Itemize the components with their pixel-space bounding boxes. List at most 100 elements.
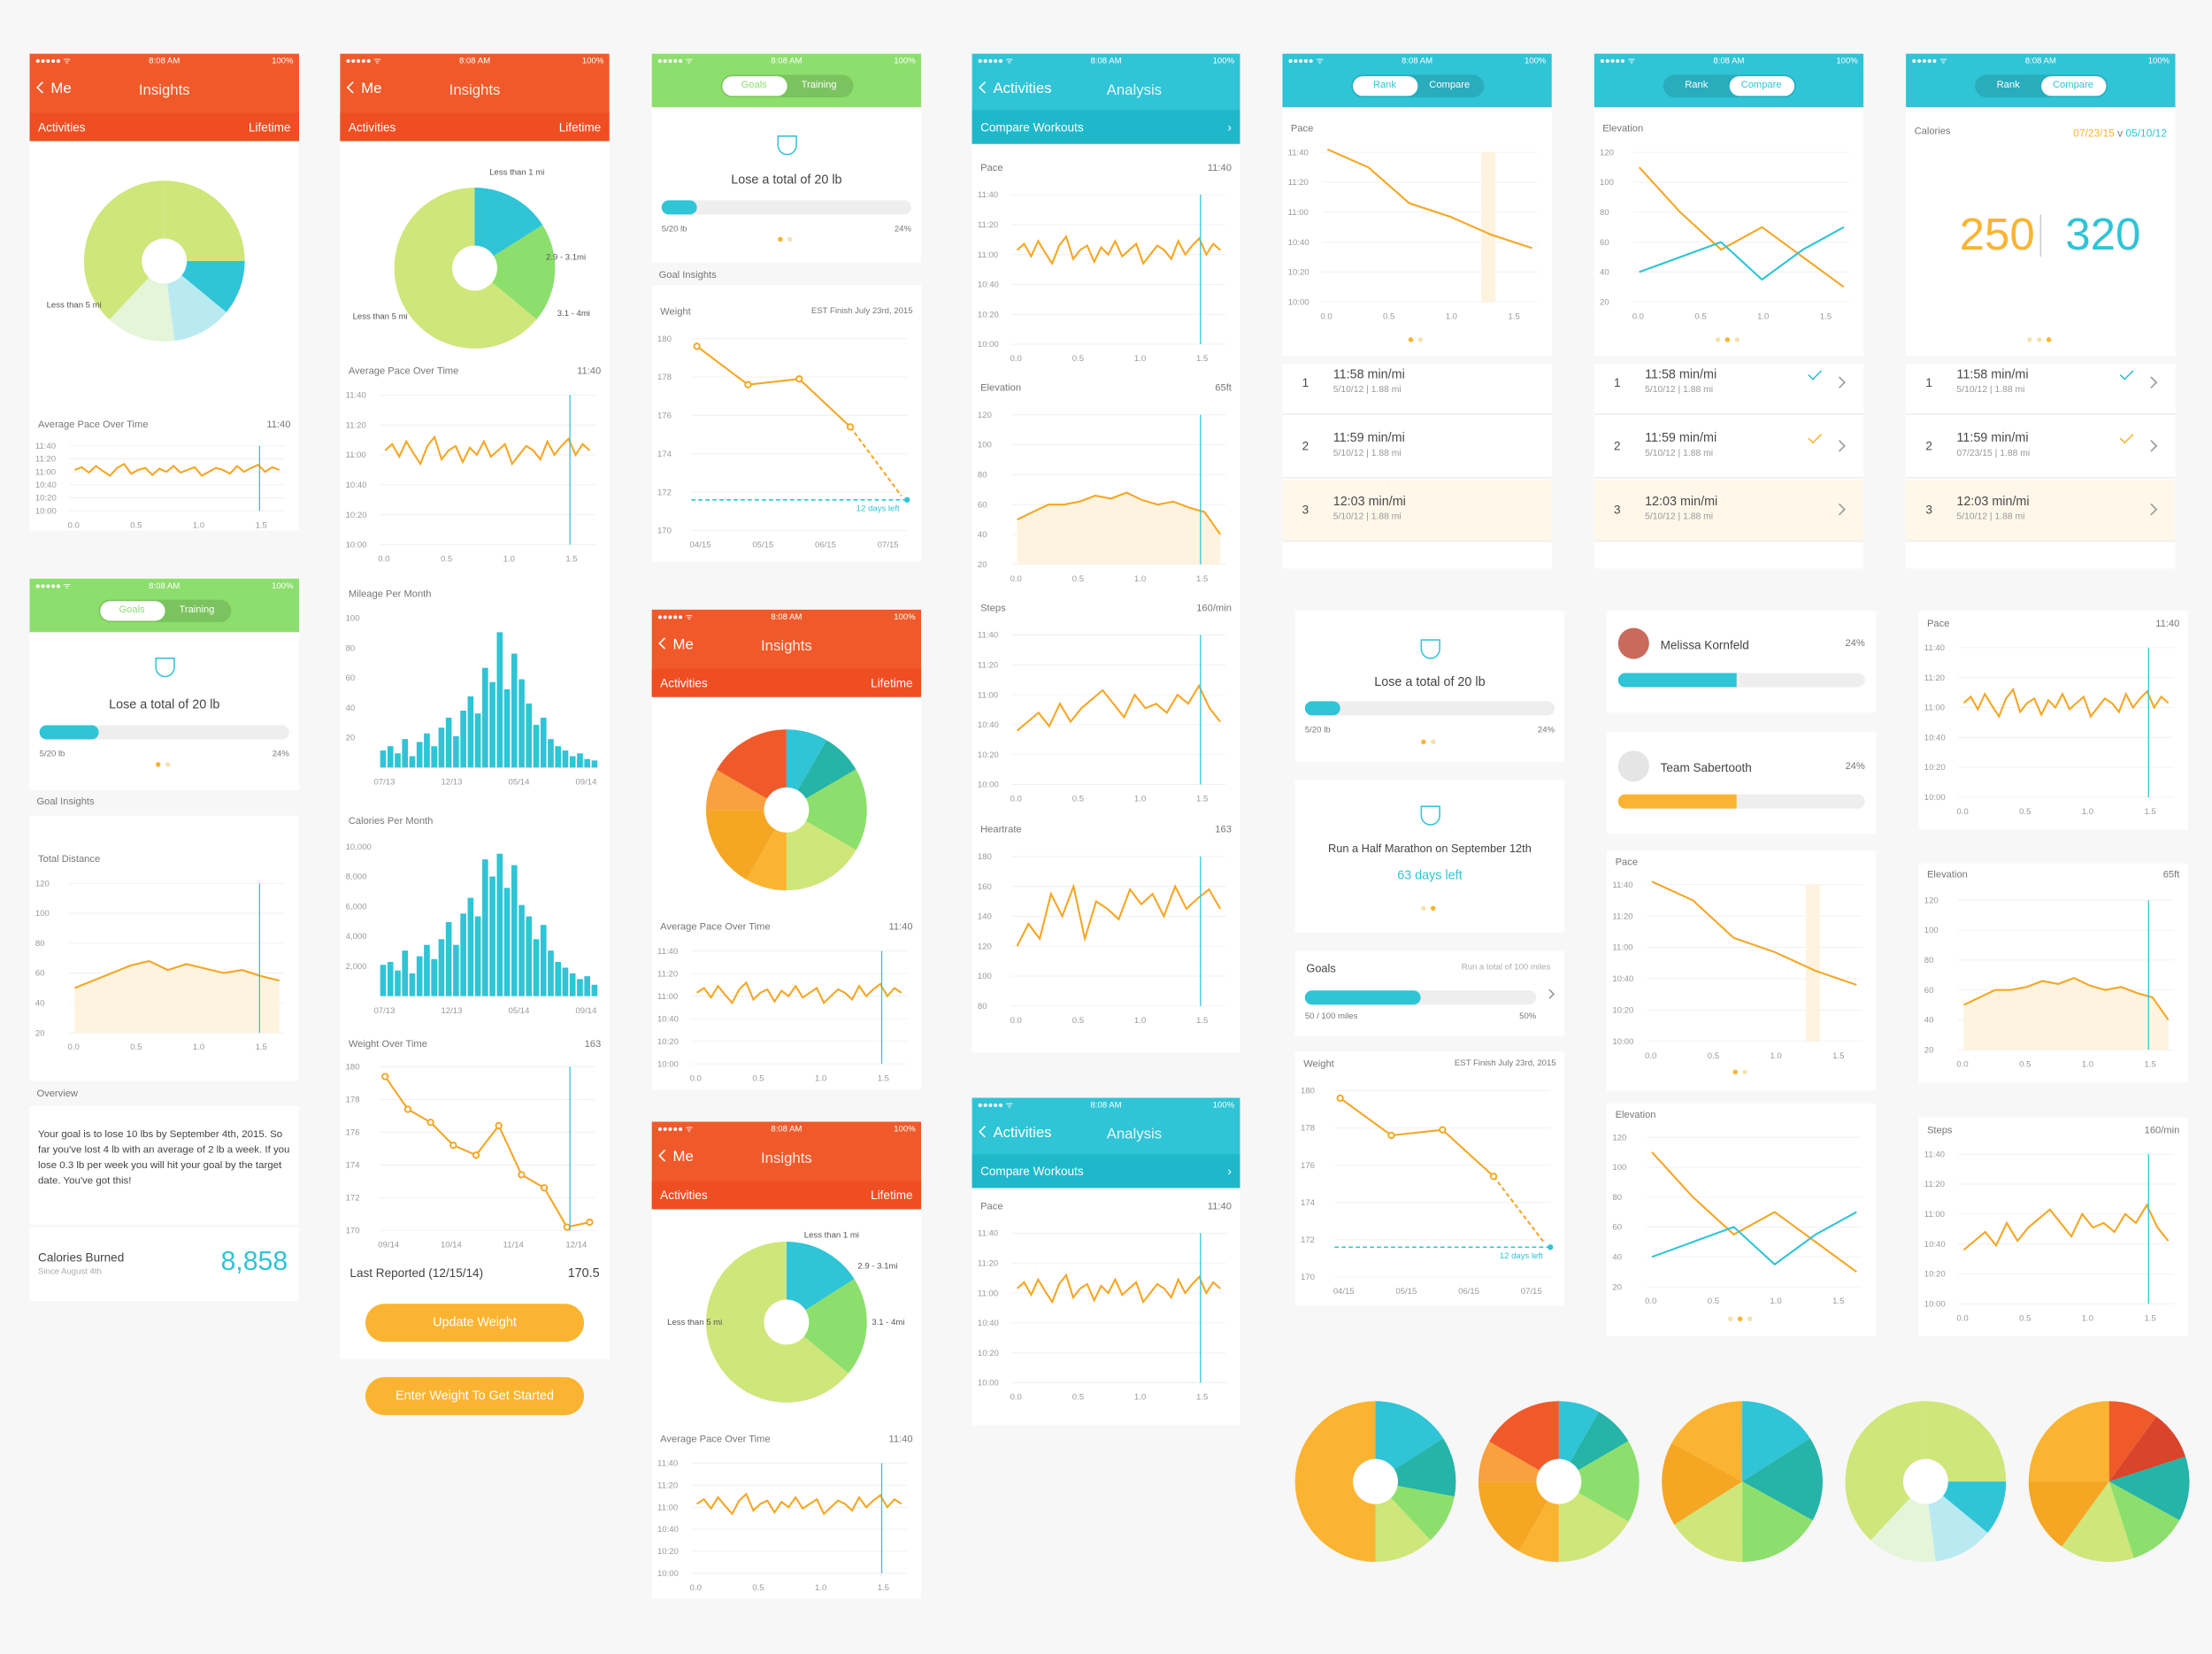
goals-screen-1: ●●●●● ᯤ 8:08 AM 100% Goals Training Lose a … — [29, 578, 300, 1302]
list-item[interactable]: 3 12:03 min/mi 5/10/12 | 1.88 mi — [1594, 480, 1864, 542]
pace-line-chart: 11:40 11:20 11:00 10:40 10:20 10:00 0.0 0.5 1.0 1… — [1924, 643, 2174, 817]
y-tick-label: 11:20 — [1924, 1180, 1945, 1189]
rank-compare-toggle[interactable]: Rank Compare — [1974, 74, 2108, 98]
tab-goals[interactable]: Goals — [721, 76, 787, 96]
x-tick-label: 1.0 — [815, 1073, 826, 1083]
area-fill — [1963, 978, 2169, 1050]
tab-training[interactable]: Training — [179, 604, 215, 616]
workout-meta: 5/10/12 | 1.88 mi — [1645, 449, 1714, 459]
activities-bar[interactable]: Activities Lifetime — [651, 1181, 922, 1210]
y-tick-label: 20 — [35, 1028, 45, 1038]
series-line — [1639, 226, 1845, 281]
x-tick-label: 1.5 — [256, 1042, 267, 1052]
section-title: Goal Insights — [36, 796, 95, 807]
back-button[interactable]: Me — [658, 636, 694, 653]
y-tick-label: 172 — [1301, 1235, 1315, 1245]
status-bar: ●●●●● ᯤ 8:08 AM 100% — [977, 58, 1235, 66]
activities-bar[interactable]: Activities Lifetime — [29, 112, 300, 142]
tab-goals[interactable]: Goals — [99, 601, 165, 621]
navbar: ●●●●● ᯤ 8:08 AM 100% Me Insights Activitie… — [29, 53, 300, 142]
update-weight-button[interactable]: Update Weight — [365, 1304, 585, 1342]
activities-bar[interactable]: Activities Lifetime — [651, 668, 922, 697]
x-tick-label: 0.0 — [68, 520, 80, 530]
bar — [424, 944, 430, 996]
x-tick-label: 07/15 — [1521, 1287, 1542, 1296]
elevation-compare-chart: 120 100 80 60 40 20 0.0 0.5 1.0 1.5 — [1612, 1133, 1863, 1306]
compare-screen: ●●●●● ᯤ 8:08 AM 100% Rank Compare Elevation… — [1594, 53, 1864, 569]
y-tick-label: 20 — [1924, 1045, 1934, 1055]
bar — [591, 984, 598, 996]
enter-weight-button[interactable]: Enter Weight To Get Started — [365, 1377, 585, 1416]
pie-slice — [1558, 1481, 1629, 1563]
goals-training-toggle[interactable]: Goals Training — [97, 599, 231, 623]
goals-widget[interactable]: Goals Run a total of 100 miles 50 / 100 … — [1294, 950, 1565, 1036]
x-tick-label: 1.0 — [1446, 312, 1457, 321]
list-item[interactable]: 2 11:59 min/mi 5/10/12 | 1.88 mi — [1282, 416, 1552, 479]
back-button[interactable]: Activities — [979, 1125, 1052, 1142]
tab-training[interactable]: Training — [801, 80, 837, 91]
bar — [496, 632, 503, 768]
y-tick-label: 10:20 — [346, 511, 367, 520]
x-tick-label: 1.5 — [565, 555, 577, 565]
pie-slice — [786, 740, 856, 811]
days-left-label: 12 days left — [856, 504, 900, 514]
svg-text:3.1 - 4mi: 3.1 - 4mi — [557, 309, 590, 319]
back-button[interactable]: Me — [658, 1149, 694, 1165]
activities-bar[interactable]: Activities Lifetime — [340, 112, 610, 142]
tab-compare[interactable]: Compare — [2040, 76, 2106, 96]
x-tick-label: 09/14 — [576, 1006, 598, 1016]
y-tick-label: 10:00 — [1288, 297, 1310, 307]
x-tick-label: 1.0 — [503, 555, 515, 565]
list-item[interactable]: 2 11:59 min/mi 5/10/12 | 1.88 mi — [1594, 416, 1864, 479]
x-tick-label: 10/14 — [441, 1240, 463, 1250]
svg-text:2.9 - 3.1mi: 2.9 - 3.1mi — [857, 1261, 897, 1271]
compare-workouts-row[interactable]: Compare Workouts › — [972, 110, 1240, 144]
x-tick-label: 1.0 — [1134, 354, 1146, 364]
workout-meta: 5/10/12 | 1.88 mi — [1645, 512, 1714, 522]
workout-meta: 5/10/12 | 1.88 mi — [1333, 512, 1402, 522]
y-tick-label: 172 — [657, 488, 672, 497]
tab-rank[interactable]: Rank — [1352, 76, 1417, 96]
chevron-right-icon — [2145, 503, 2158, 516]
pie-slice — [1742, 1401, 1810, 1482]
bar — [533, 939, 540, 996]
weight-widget: Weight EST Finish July 23rd, 2015 180 178… — [1294, 1050, 1565, 1305]
trophy-icon — [155, 657, 175, 678]
list-item[interactable]: 3 12:03 min/mi 5/10/12 | 1.88 mi — [1906, 480, 2176, 542]
status-bar: ●●●●● ᯤ 8:08 AM 100% — [977, 1102, 1235, 1111]
tab-compare[interactable]: Compare — [1429, 80, 1471, 91]
svg-text:Less than 1 mi: Less than 1 mi — [804, 1230, 859, 1240]
series-line — [1017, 491, 1222, 535]
x-tick-label: 1.5 — [1832, 1296, 1844, 1306]
tab-compare[interactable]: Compare — [1728, 76, 1794, 96]
y-tick-label: 40 — [35, 998, 45, 1008]
tab-rank[interactable]: Rank — [1996, 80, 2020, 91]
list-item[interactable]: 1 11:58 min/mi 5/10/12 | 1.88 mi — [1906, 353, 2176, 415]
pie-slice — [164, 260, 245, 312]
x-tick-label: 0.5 — [2019, 1313, 2031, 1323]
pace-value: 12:03 min/mi — [1645, 494, 1718, 508]
rank-compare-toggle[interactable]: Rank Compare — [1350, 74, 1484, 98]
x-tick-label: 05/15 — [752, 541, 773, 550]
back-button[interactable]: Me — [36, 81, 72, 97]
navbar: ●●●●● ᯤ 8:08 AM 100% Me Insights Activitie… — [340, 53, 610, 142]
back-button[interactable]: Me — [346, 81, 381, 97]
data-point — [449, 1141, 457, 1150]
leader-card-2: Team Sabertooth 24% — [1607, 732, 1877, 835]
list-item[interactable]: 3 12:03 min/mi 5/10/12 | 1.88 mi — [1282, 480, 1552, 542]
list-item[interactable]: 2 11:59 min/mi 07/23/15 | 1.88 mi — [1906, 416, 2176, 479]
pie-slice — [1489, 1401, 1559, 1482]
goals-training-toggle[interactable]: Goals Training — [719, 74, 853, 98]
y-tick-label: 10:20 — [978, 310, 999, 319]
list-item[interactable]: 1 11:58 min/mi 5/10/12 | 1.88 mi — [1282, 353, 1552, 415]
back-button[interactable]: Activities — [979, 81, 1052, 97]
series-line — [1016, 235, 1221, 266]
avatar — [1617, 750, 1649, 782]
compare-workouts-row[interactable]: Compare Workouts › — [972, 1154, 1240, 1189]
y-tick-label: 10:00 — [1924, 793, 1946, 803]
tab-rank[interactable]: Rank — [1685, 80, 1709, 91]
trophy-icon — [1420, 639, 1440, 659]
rank-compare-toggle[interactable]: Rank Compare — [1663, 74, 1795, 98]
x-tick-label: 06/15 — [1458, 1287, 1479, 1296]
list-item[interactable]: 1 11:58 min/mi 5/10/12 | 1.88 mi — [1594, 353, 1864, 415]
